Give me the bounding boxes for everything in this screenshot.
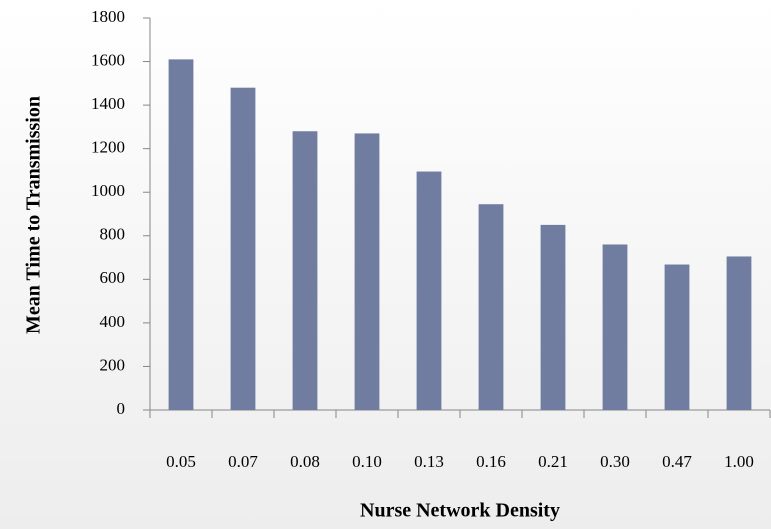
- x-tick-label: 0.47: [662, 452, 692, 471]
- bar: [416, 171, 442, 410]
- bar: [602, 244, 628, 410]
- x-tick-label: 0.13: [414, 452, 444, 471]
- bar: [354, 133, 380, 410]
- y-tick-label: 1400: [91, 94, 125, 113]
- y-tick-label: 1800: [91, 7, 125, 26]
- bar: [230, 87, 256, 410]
- bar: [664, 264, 690, 410]
- x-tick-label: 0.10: [352, 452, 382, 471]
- y-tick-label: 400: [100, 312, 126, 331]
- x-tick-label: 0.05: [166, 452, 196, 471]
- y-tick-label: 1600: [91, 50, 125, 69]
- bar: [726, 256, 752, 410]
- bar: [168, 59, 194, 410]
- y-axis-label: Mean Time to Transmission: [23, 96, 45, 334]
- bar: [478, 204, 504, 410]
- y-tick-label: 1000: [91, 181, 125, 200]
- x-tick-label: 0.16: [476, 452, 506, 471]
- bar: [292, 131, 318, 410]
- x-tick-label: 1.00: [724, 452, 754, 471]
- y-tick-label: 200: [100, 355, 126, 374]
- bar: [540, 224, 566, 410]
- y-tick-label: 800: [100, 225, 126, 244]
- y-tick-label: 0: [117, 399, 126, 418]
- y-tick-label: 1200: [91, 138, 125, 157]
- x-tick-label: 0.08: [290, 452, 320, 471]
- x-tick-label: 0.21: [538, 452, 568, 471]
- y-tick-label: 600: [100, 268, 126, 287]
- x-tick-label: 0.30: [600, 452, 630, 471]
- x-tick-label: 0.07: [228, 452, 258, 471]
- x-axis-label: Nurse Network Density: [360, 500, 560, 522]
